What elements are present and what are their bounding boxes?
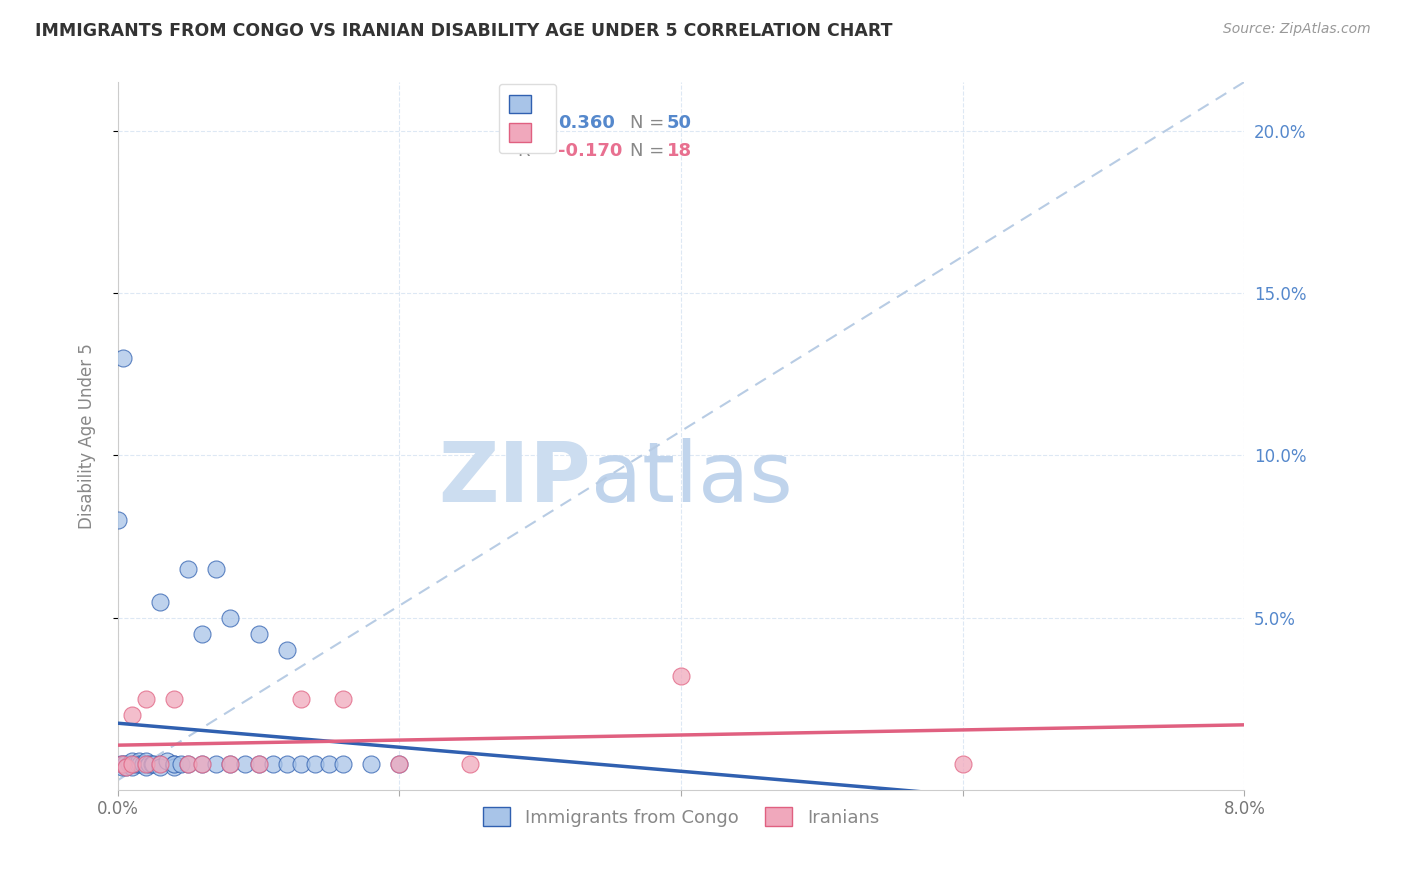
- Point: [127, 756, 149, 771]
- Point: [304, 756, 326, 771]
- Point: [177, 756, 200, 771]
- Point: [388, 756, 411, 771]
- Text: atlas: atlas: [591, 438, 793, 519]
- Point: [163, 756, 186, 771]
- Point: [112, 351, 135, 365]
- Point: [115, 760, 138, 774]
- Text: 50: 50: [666, 114, 692, 132]
- Point: [129, 756, 152, 771]
- Point: [360, 756, 382, 771]
- Point: [163, 692, 186, 706]
- Point: [107, 513, 129, 527]
- Point: [141, 756, 163, 771]
- Point: [205, 756, 228, 771]
- Point: [318, 756, 340, 771]
- Point: [132, 756, 155, 771]
- Text: IMMIGRANTS FROM CONGO VS IRANIAN DISABILITY AGE UNDER 5 CORRELATION CHART: IMMIGRANTS FROM CONGO VS IRANIAN DISABIL…: [35, 22, 893, 40]
- Text: Source: ZipAtlas.com: Source: ZipAtlas.com: [1223, 22, 1371, 37]
- Point: [149, 756, 172, 771]
- Point: [121, 756, 143, 771]
- Point: [205, 562, 228, 576]
- Point: [233, 756, 256, 771]
- Point: [124, 756, 146, 771]
- Point: [170, 756, 193, 771]
- Text: R =: R =: [517, 142, 557, 160]
- Point: [135, 756, 157, 771]
- Point: [262, 756, 284, 771]
- Point: [121, 708, 143, 723]
- Point: [177, 756, 200, 771]
- Point: [388, 756, 411, 771]
- Legend: Immigrants from Congo, Iranians: Immigrants from Congo, Iranians: [475, 800, 886, 834]
- Point: [191, 756, 214, 771]
- Point: [112, 756, 135, 771]
- Point: [149, 760, 172, 774]
- Point: [149, 594, 172, 608]
- Point: [163, 760, 186, 774]
- Point: [135, 754, 157, 768]
- Point: [135, 756, 157, 771]
- Point: [135, 692, 157, 706]
- Point: [111, 760, 134, 774]
- Text: 18: 18: [666, 142, 692, 160]
- Point: [669, 669, 692, 683]
- Point: [290, 692, 312, 706]
- Text: R =: R =: [517, 114, 557, 132]
- Point: [290, 756, 312, 771]
- Point: [135, 760, 157, 774]
- Y-axis label: Disability Age Under 5: Disability Age Under 5: [79, 343, 96, 529]
- Point: [219, 611, 242, 625]
- Text: ZIP: ZIP: [439, 438, 591, 519]
- Text: 0.360: 0.360: [558, 114, 616, 132]
- Point: [163, 756, 186, 771]
- Point: [121, 754, 143, 768]
- Point: [114, 756, 136, 771]
- Point: [191, 756, 214, 771]
- Point: [191, 627, 214, 641]
- Point: [247, 627, 270, 641]
- Point: [118, 756, 141, 771]
- Point: [247, 756, 270, 771]
- Point: [111, 756, 134, 771]
- Text: -0.170: -0.170: [558, 142, 623, 160]
- Point: [332, 692, 354, 706]
- Point: [952, 756, 974, 771]
- Point: [156, 754, 179, 768]
- Point: [247, 756, 270, 771]
- Point: [138, 756, 160, 771]
- Point: [458, 756, 481, 771]
- Point: [121, 756, 143, 771]
- Point: [219, 756, 242, 771]
- Point: [276, 756, 298, 771]
- Point: [276, 643, 298, 657]
- Point: [177, 562, 200, 576]
- Point: [128, 754, 150, 768]
- Point: [142, 756, 165, 771]
- Point: [149, 756, 172, 771]
- Point: [110, 756, 132, 771]
- Text: N =: N =: [630, 142, 671, 160]
- Point: [121, 760, 143, 774]
- Point: [115, 760, 138, 774]
- Point: [219, 756, 242, 771]
- Text: N =: N =: [630, 114, 671, 132]
- Point: [332, 756, 354, 771]
